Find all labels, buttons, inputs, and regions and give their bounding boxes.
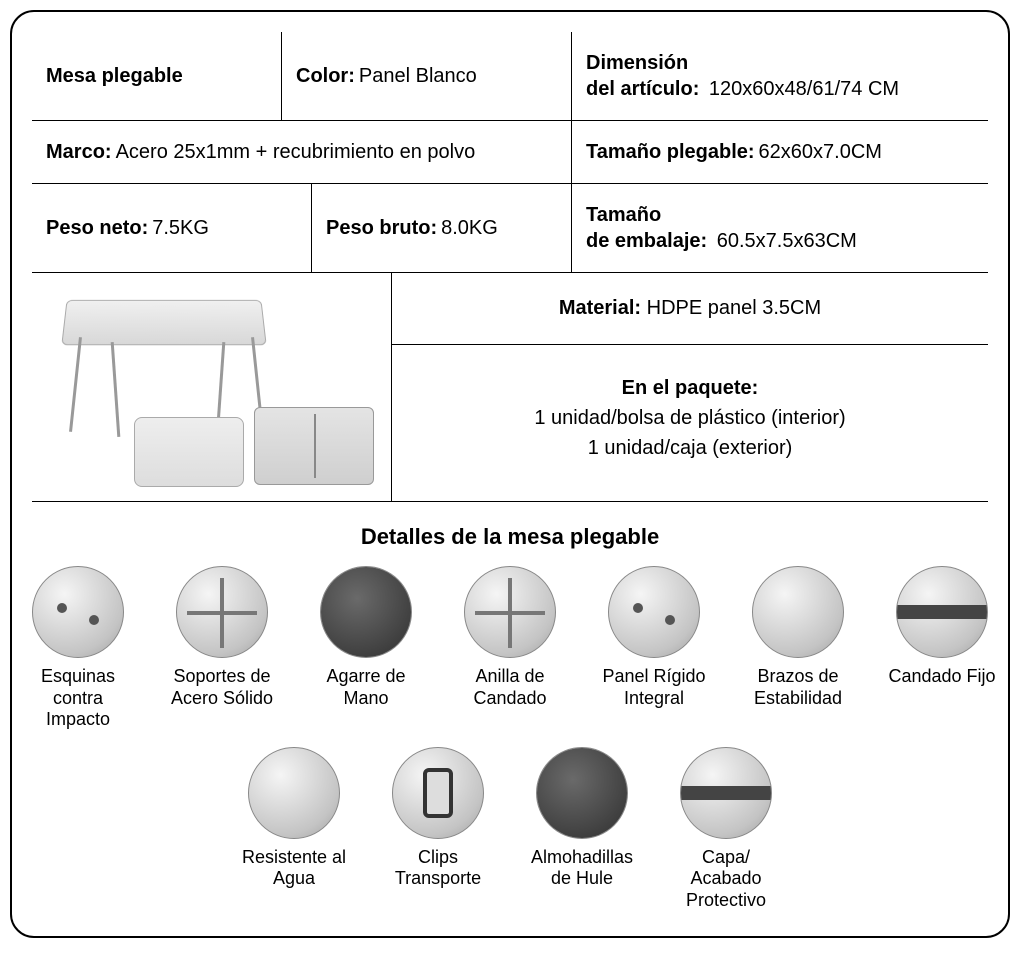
- cell-product-image: [32, 273, 392, 501]
- package-label: En el paquete:: [622, 377, 759, 399]
- cell-gross-weight: Peso bruto: 8.0KG: [312, 184, 572, 272]
- pack-label-2: de embalaje:: [586, 230, 707, 252]
- feature-icon: [608, 566, 700, 658]
- netw-value: 7.5KG: [152, 215, 209, 241]
- feature-icon: [176, 566, 268, 658]
- product-label: Mesa plegable: [46, 63, 183, 89]
- feature-item: Soportes de Acero Sólido: [163, 566, 281, 731]
- folded-label: Tamaño plegable:: [586, 139, 755, 165]
- feature-item: Candado Fijo: [883, 566, 1001, 731]
- features-row-1: Esquinas contra Impacto Soportes de Acer…: [19, 566, 1001, 731]
- feature-item: Esquinas contra Impacto: [19, 566, 137, 731]
- color-label: Color:: [296, 63, 355, 89]
- feature-icon: [32, 566, 124, 658]
- feature-item: Agarre de Mano: [307, 566, 425, 731]
- feature-icon: [464, 566, 556, 658]
- folded-value: 62x60x7.0CM: [759, 139, 882, 165]
- features-container: Esquinas contra Impacto Soportes de Acer…: [32, 566, 988, 912]
- feature-icon: [896, 566, 988, 658]
- feature-icon: [752, 566, 844, 658]
- row-3: Peso neto: 7.5KG Peso bruto: 8.0KG Tamañ…: [32, 184, 988, 273]
- pack-label-1: Tamaño: [586, 204, 661, 226]
- cell-product: Mesa plegable: [32, 32, 282, 120]
- feature-label: Candado Fijo: [888, 666, 995, 688]
- feature-item: Anilla de Candado: [451, 566, 569, 731]
- cell-package-size: Tamaño de embalaje: 60.5x7.5x63CM: [572, 184, 988, 272]
- feature-item: Brazos de Estabilidad: [739, 566, 857, 731]
- row-2: Marco: Acero 25x1mm + recubrimiento en p…: [32, 121, 988, 184]
- material-value: HDPE panel 3.5CM: [647, 297, 822, 319]
- cell-folded-size: Tamaño plegable: 62x60x7.0CM: [572, 121, 988, 183]
- feature-item: Panel Rígido Integral: [595, 566, 713, 731]
- product-illustration: [44, 287, 374, 487]
- row-4: Material: HDPE panel 3.5CM En el paquete…: [32, 273, 988, 502]
- feature-icon: [248, 747, 340, 839]
- feature-label: Panel Rígido Integral: [595, 666, 713, 709]
- spec-card: Mesa plegable Color: Panel Blanco Dimens…: [10, 10, 1010, 938]
- gross-label: Peso bruto:: [326, 215, 437, 241]
- cell-frame: Marco: Acero 25x1mm + recubrimiento en p…: [32, 121, 572, 183]
- feature-label: Resistente al Agua: [235, 847, 353, 890]
- frame-label: Marco:: [46, 139, 112, 165]
- feature-icon: [536, 747, 628, 839]
- feature-label: Almohadillas de Hule: [523, 847, 641, 890]
- color-value: Panel Blanco: [359, 63, 477, 89]
- dim-label-2: del artículo:: [586, 78, 699, 100]
- pack-value: 60.5x7.5x63CM: [717, 230, 857, 252]
- features-row-2: Resistente al Agua Clips Transporte Almo…: [235, 747, 785, 912]
- feature-label: Clips Transporte: [379, 847, 497, 890]
- feature-icon: [392, 747, 484, 839]
- feature-label: Agarre de Mano: [307, 666, 425, 709]
- package-line-2: 1 unidad/caja (exterior): [588, 437, 793, 459]
- cell-color: Color: Panel Blanco: [282, 32, 572, 120]
- material-label: Material:: [559, 297, 641, 319]
- dim-value: 120x60x48/61/74 CM: [709, 78, 899, 100]
- feature-item: Capa/ Acabado Protectivo: [667, 747, 785, 912]
- feature-label: Esquinas contra Impacto: [19, 666, 137, 731]
- gross-value: 8.0KG: [441, 215, 498, 241]
- netw-label: Peso neto:: [46, 215, 148, 241]
- feature-label: Soportes de Acero Sólido: [163, 666, 281, 709]
- package-line-1: 1 unidad/bolsa de plástico (interior): [534, 407, 845, 429]
- row-1: Mesa plegable Color: Panel Blanco Dimens…: [32, 32, 988, 121]
- cell-package-contents: En el paquete: 1 unidad/bolsa de plástic…: [392, 345, 988, 491]
- feature-label: Brazos de Estabilidad: [739, 666, 857, 709]
- feature-icon: [680, 747, 772, 839]
- cell-dimension: Dimensión del artículo: 120x60x48/61/74 …: [572, 32, 988, 120]
- details-title: Detalles de la mesa plegable: [32, 524, 988, 550]
- feature-label: Capa/ Acabado Protectivo: [667, 847, 785, 912]
- cell-net-weight: Peso neto: 7.5KG: [32, 184, 312, 272]
- frame-value: Acero 25x1mm + recubrimiento en polvo: [116, 139, 476, 165]
- feature-item: Almohadillas de Hule: [523, 747, 641, 912]
- feature-item: Resistente al Agua: [235, 747, 353, 912]
- feature-icon: [320, 566, 412, 658]
- feature-item: Clips Transporte: [379, 747, 497, 912]
- cell-material: Material: HDPE panel 3.5CM: [392, 273, 988, 345]
- dim-label-1: Dimensión: [586, 52, 688, 74]
- feature-label: Anilla de Candado: [451, 666, 569, 709]
